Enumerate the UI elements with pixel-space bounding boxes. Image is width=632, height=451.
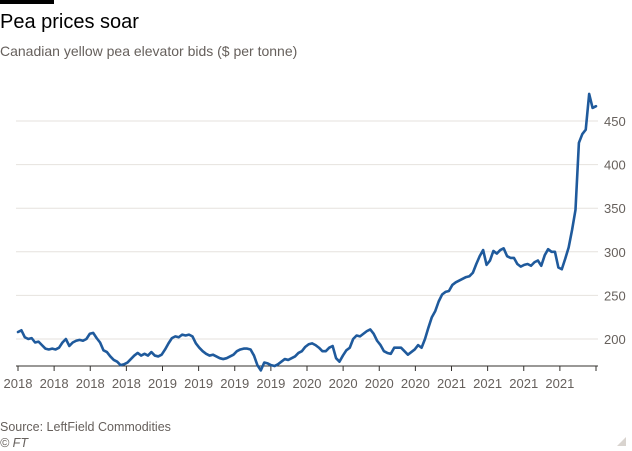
ft-top-bar <box>0 0 54 4</box>
x-tick-label: 2020 <box>401 376 430 391</box>
y-tick-label: 300 <box>604 245 626 260</box>
x-tick-label: 2018 <box>40 376 69 391</box>
x-tick-label: 2021 <box>509 376 538 391</box>
x-tick-label: 2020 <box>365 376 394 391</box>
x-tick-label: 2019 <box>220 376 249 391</box>
x-tick-label: 2020 <box>293 376 322 391</box>
ft-credit: © FT <box>0 436 28 450</box>
x-tick-label: 2021 <box>545 376 574 391</box>
x-tick-label: 2018 <box>4 376 33 391</box>
corner-mark-icon <box>617 437 626 446</box>
x-tick-label: 2021 <box>437 376 466 391</box>
x-tick-label: 2021 <box>473 376 502 391</box>
y-tick-label: 450 <box>604 114 626 129</box>
source-note: Source: LeftField Commodities <box>0 420 171 434</box>
gridlines <box>16 120 598 340</box>
series-layer <box>16 92 598 372</box>
x-tick-label: 2020 <box>329 376 358 391</box>
x-tick-label: 2018 <box>112 376 141 391</box>
y-tick-label: 200 <box>604 332 626 347</box>
chart-title: Pea prices soar <box>0 11 139 33</box>
y-axis-ticks: 200 250 300 350 400 450 <box>604 114 626 347</box>
x-tick-label: 2019 <box>148 376 177 391</box>
x-tick-label: 2019 <box>184 376 213 391</box>
x-tick-label: 2018 <box>76 376 105 391</box>
y-tick-label: 350 <box>604 201 626 216</box>
x-tick-label: 2019 <box>256 376 285 391</box>
x-axis: 2018 2018 2018 2018 2019 2019 2019 2019 2020 2020… <box>4 365 598 391</box>
series-line <box>16 92 598 372</box>
y-tick-label: 250 <box>604 288 626 303</box>
y-tick-label: 400 <box>604 158 626 173</box>
chart-subtitle: Canadian yellow pea elevator bids ($ per… <box>0 43 298 59</box>
